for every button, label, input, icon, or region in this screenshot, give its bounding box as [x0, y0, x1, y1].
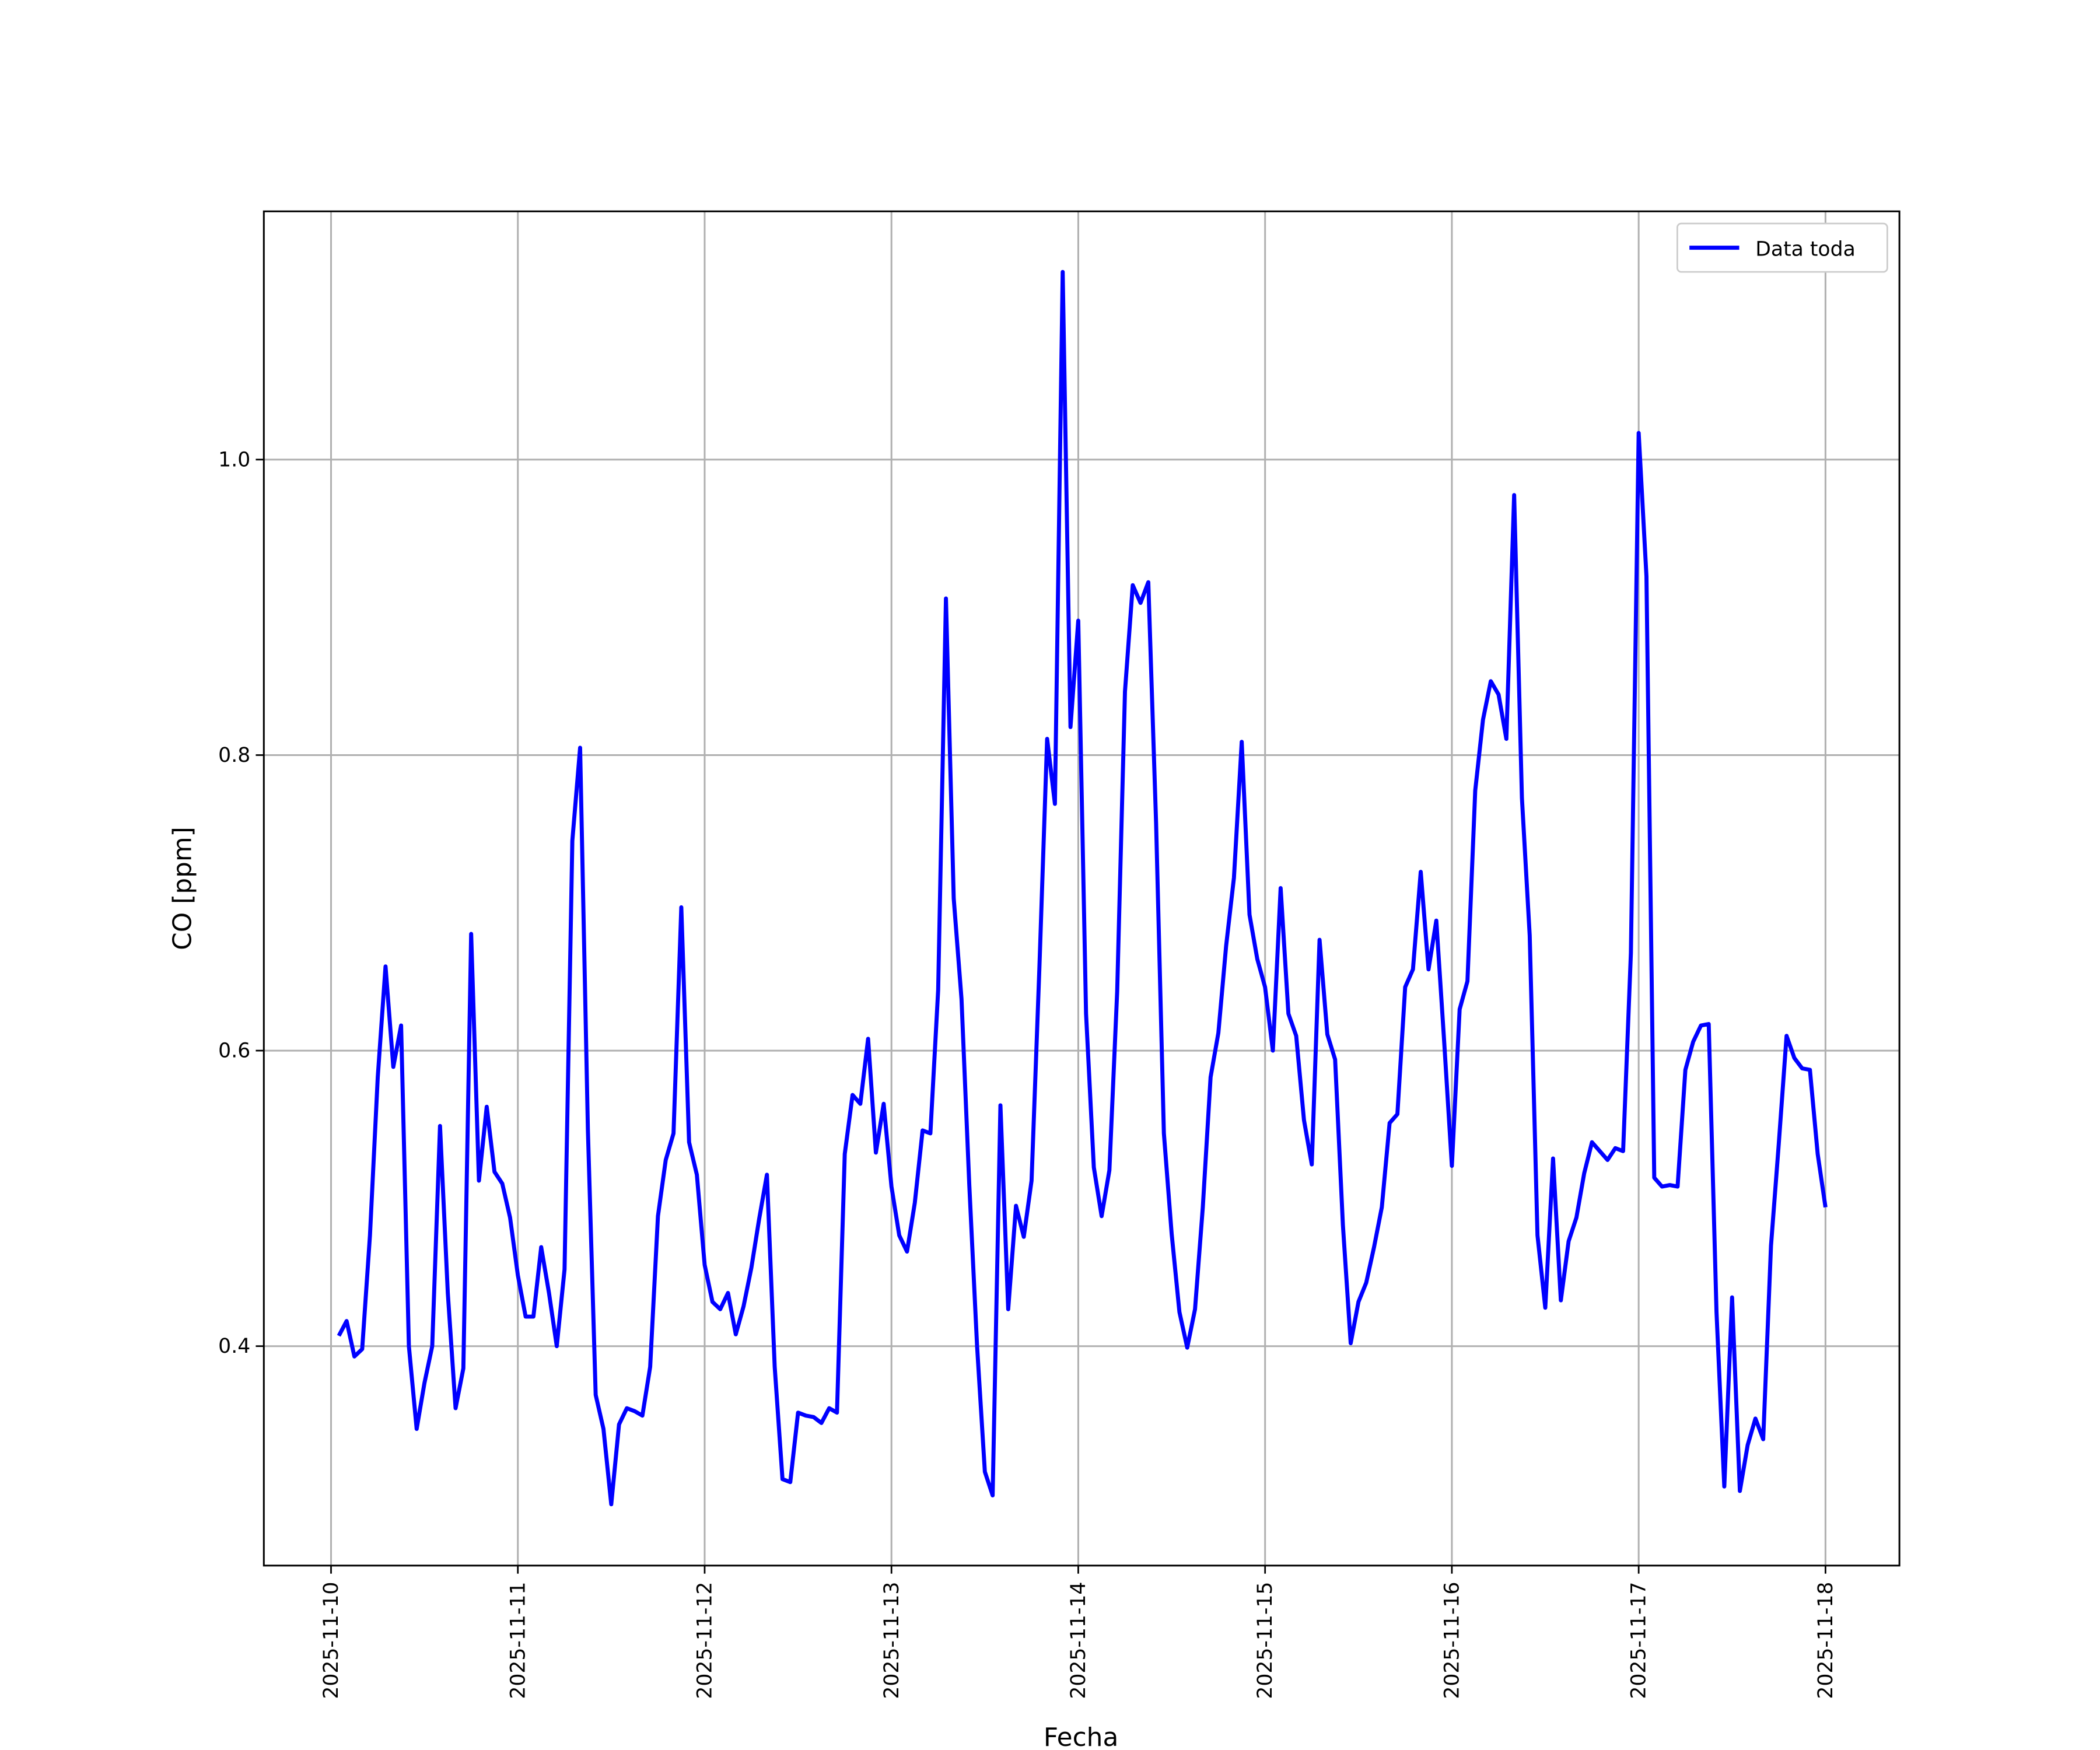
x-tick-label: 2025-11-17	[1628, 1582, 1651, 1699]
y-tick-label: 0.6	[218, 1040, 250, 1063]
x-tick-label: 2025-11-11	[506, 1582, 530, 1699]
x-tick-label: 2025-11-14	[1067, 1582, 1090, 1699]
x-tick-label: 2025-11-12	[694, 1582, 717, 1699]
y-tick-label: 1.0	[218, 448, 250, 471]
x-tick-label: 2025-11-13	[880, 1582, 904, 1699]
x-axis-label: Fecha	[1044, 1723, 1119, 1750]
x-tick-label: 2025-11-18	[1814, 1582, 1838, 1699]
legend-box	[1676, 222, 1888, 273]
plot-frame	[262, 210, 1901, 1567]
y-tick-label: 0.4	[218, 1335, 250, 1358]
x-tick-label: 2025-11-16	[1440, 1582, 1464, 1699]
y-axis-label: CO [ppm]	[168, 827, 198, 950]
y-tick-label: 0.8	[218, 744, 250, 767]
data-line	[337, 270, 1828, 1507]
legend-label: Data toda	[1755, 237, 1856, 261]
x-tick-label: 2025-11-15	[1254, 1582, 1277, 1699]
x-tick-label: 2025-11-10	[320, 1582, 343, 1699]
legend: Data toda	[1676, 222, 1888, 273]
